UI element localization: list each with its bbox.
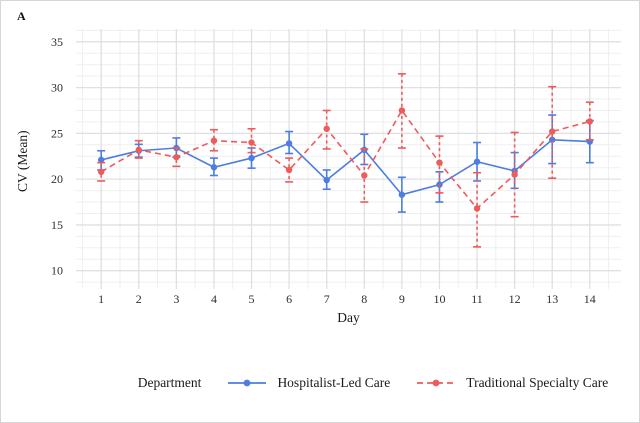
legend-label-hospitalist: Hospitalist-Led Care xyxy=(277,375,391,390)
svg-text:6: 6 xyxy=(286,292,292,306)
legend-item-traditional: Traditional Specialty Care xyxy=(416,375,608,391)
svg-text:35: 35 xyxy=(51,35,63,49)
svg-text:3: 3 xyxy=(173,292,179,306)
svg-text:5: 5 xyxy=(249,292,255,306)
svg-text:14: 14 xyxy=(584,292,596,306)
x-axis-title: Day xyxy=(337,310,360,325)
svg-text:25: 25 xyxy=(51,126,63,140)
legend: Department Hospitalist-Led Care Traditio… xyxy=(1,370,639,396)
svg-text:8: 8 xyxy=(361,292,367,306)
svg-text:9: 9 xyxy=(399,292,405,306)
svg-text:10: 10 xyxy=(433,292,445,306)
svg-text:20: 20 xyxy=(51,172,63,186)
legend-label-traditional: Traditional Specialty Care xyxy=(466,375,609,390)
svg-text:12: 12 xyxy=(509,292,521,306)
svg-text:2: 2 xyxy=(136,292,142,306)
hospitalist-line-key-icon xyxy=(228,379,267,387)
svg-text:1: 1 xyxy=(98,292,104,306)
svg-text:13: 13 xyxy=(546,292,558,306)
svg-text:4: 4 xyxy=(211,292,217,306)
legend-title: Department xyxy=(137,375,202,390)
svg-text:15: 15 xyxy=(51,218,63,232)
svg-text:11: 11 xyxy=(471,292,483,306)
panel-label: A xyxy=(17,9,26,23)
svg-text:10: 10 xyxy=(51,264,63,278)
svg-text:30: 30 xyxy=(51,81,63,95)
svg-text:7: 7 xyxy=(324,292,330,306)
legend-item-hospitalist: Hospitalist-Led Care xyxy=(227,375,390,391)
traditional-dashed-key-icon xyxy=(417,379,456,387)
